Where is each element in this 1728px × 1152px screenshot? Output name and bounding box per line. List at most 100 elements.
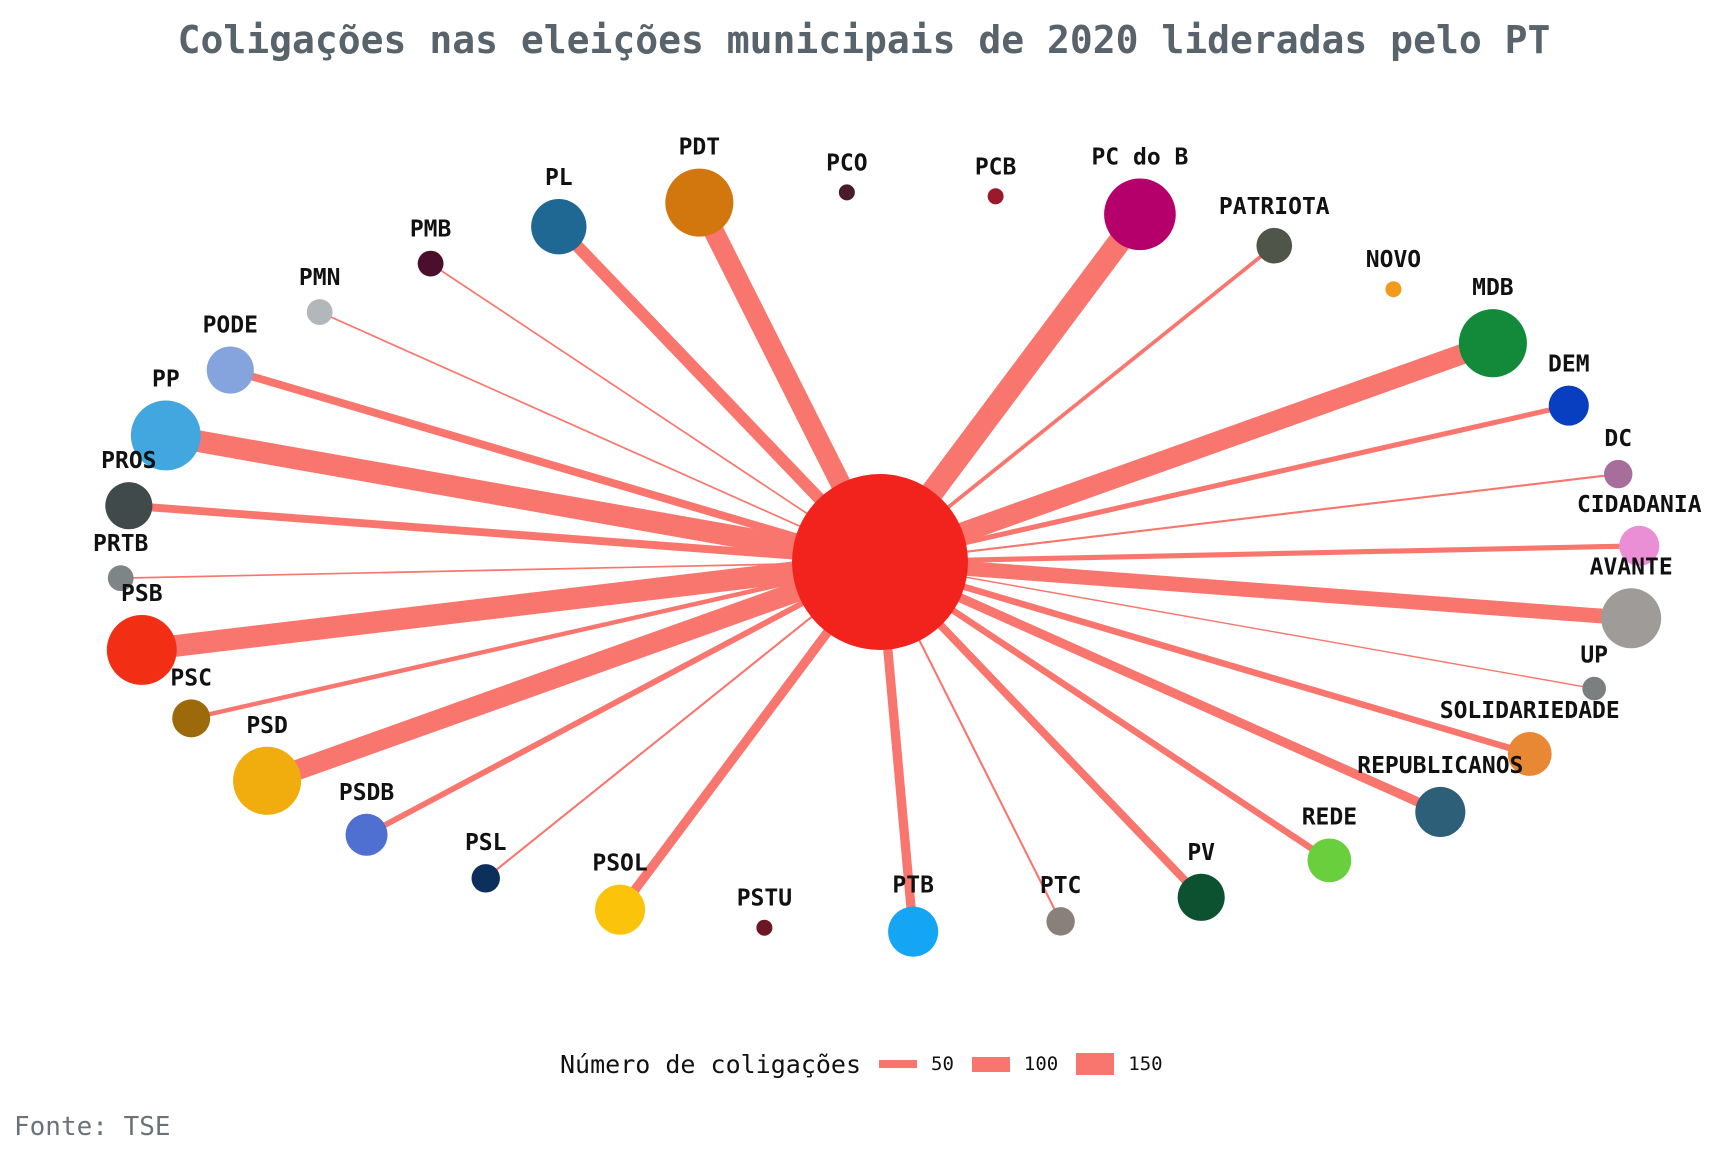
chart-title: Coligações nas eleições municipais de 20… xyxy=(177,18,1551,62)
edge-dc xyxy=(879,473,1619,564)
node-label-dem: DEM xyxy=(1548,352,1590,378)
edge-cidadania xyxy=(879,543,1640,565)
node-label-pmn: PMN xyxy=(299,265,341,291)
node-label-ptb: PTB xyxy=(892,873,934,899)
legend-label-50: 50 xyxy=(931,1053,954,1075)
node-label-psc: PSC xyxy=(170,665,212,691)
node-pc-do-b xyxy=(1104,178,1176,251)
legend-swatch-100 xyxy=(971,1056,1010,1072)
node-up xyxy=(1582,676,1606,701)
node-label-prtb: PRTB xyxy=(93,531,149,557)
node-label-pco: PCO xyxy=(826,150,868,176)
node-pcb xyxy=(987,188,1004,205)
node-label-rede: REDE xyxy=(1302,804,1357,830)
edge-mdb xyxy=(876,333,1497,572)
legend-item-50: 50 xyxy=(879,1053,954,1075)
legend-item-100: 100 xyxy=(971,1053,1059,1075)
edge-pros xyxy=(128,501,881,566)
node-label-psb: PSB xyxy=(121,581,163,607)
legend-label-100: 100 xyxy=(1023,1053,1059,1075)
node-dc xyxy=(1603,459,1633,489)
node-label-ptc: PTC xyxy=(1040,873,1082,899)
legend-title: Número de coligações xyxy=(560,1049,862,1079)
node-novo xyxy=(1385,281,1402,298)
node-psl xyxy=(471,864,500,893)
node-label-psol: PSOL xyxy=(592,851,647,877)
legend-swatch-150 xyxy=(1076,1053,1115,1075)
edge-psb xyxy=(140,551,882,661)
node-pros xyxy=(105,482,153,530)
node-label-pl: PL xyxy=(545,165,573,191)
edge-dem xyxy=(879,403,1570,565)
node-label-republicanos: REPUBLICANOS xyxy=(1357,753,1523,779)
node-label-pcb: PCB xyxy=(975,154,1017,180)
edge-psd xyxy=(263,552,884,791)
node-dem xyxy=(1548,385,1589,426)
node-pode xyxy=(206,346,254,394)
node-rede xyxy=(1307,838,1352,883)
node-psb xyxy=(106,614,177,685)
node-label-psd: PSD xyxy=(246,713,288,739)
node-ptc xyxy=(1046,907,1075,936)
node-label-cidadania: CIDADANIA xyxy=(1577,492,1702,518)
node-republicanos xyxy=(1415,786,1466,838)
legend-item-150: 150 xyxy=(1076,1053,1163,1075)
edge-rede xyxy=(878,559,1332,864)
node-label-avante: AVANTE xyxy=(1590,554,1673,580)
node-label-dc: DC xyxy=(1604,426,1632,452)
edge-avante xyxy=(879,554,1632,626)
node-label-pv: PV xyxy=(1187,840,1215,866)
edge-up xyxy=(879,561,1595,690)
node-label-pmb: PMB xyxy=(410,217,452,243)
node-pv xyxy=(1177,873,1225,921)
node-prtb xyxy=(107,565,134,592)
node-psdb xyxy=(345,813,388,856)
node-mdb xyxy=(1458,309,1527,378)
node-label-patriota: PATRIOTA xyxy=(1219,194,1330,220)
edge-pode xyxy=(229,366,882,566)
node-pstu xyxy=(756,919,773,936)
node-label-pros: PROS xyxy=(101,448,156,474)
node-cidadania xyxy=(1619,525,1660,566)
node-label-novo: NOVO xyxy=(1366,247,1421,273)
node-label-mdb: MDB xyxy=(1472,275,1514,301)
node-pmb xyxy=(417,250,444,277)
node-avante xyxy=(1601,588,1662,649)
center-layer xyxy=(792,474,968,650)
labels-layer: PP PODE PMN PMB PL PDT PCO PCB PC do B PATRIOTA NO… xyxy=(93,135,1702,912)
edge-solidariedade xyxy=(879,558,1531,758)
edges-layer xyxy=(120,198,1640,933)
node-pp xyxy=(130,400,201,471)
node-patriota xyxy=(1256,227,1293,264)
node-label-psl: PSL xyxy=(465,830,507,856)
edge-republicanos xyxy=(878,557,1443,817)
edge-psc xyxy=(190,559,881,721)
node-psd xyxy=(233,746,302,815)
node-solidariedade xyxy=(1507,732,1552,776)
legend-label-150: 150 xyxy=(1128,1053,1163,1075)
node-pmn xyxy=(306,299,333,325)
source-note: Fonte: TSE xyxy=(14,1112,171,1142)
node-label-solidariedade: SOLIDARIEDADE xyxy=(1440,698,1620,724)
node-label-pdt: PDT xyxy=(679,135,721,161)
edge-pp xyxy=(163,424,882,573)
node-label-pode: PODE xyxy=(203,312,258,338)
node-label-up: UP xyxy=(1580,643,1608,669)
legend-swatch-50 xyxy=(879,1060,918,1068)
node-psc xyxy=(172,699,211,738)
node-pdt xyxy=(665,168,734,237)
node-label-pc-do-b: PC do B xyxy=(1091,144,1188,170)
center-node-pt xyxy=(792,474,968,650)
edge-psdb xyxy=(365,559,882,838)
node-label-pstu: PSTU xyxy=(737,886,792,912)
legend: Número de coligações 50 100 150 xyxy=(560,1046,1181,1082)
node-psol xyxy=(595,884,646,935)
edge-prtb xyxy=(120,561,881,579)
edge-pmb xyxy=(430,262,881,563)
node-label-psdb: PSDB xyxy=(339,780,395,806)
node-label-pp: PP xyxy=(152,367,180,393)
edge-pmn xyxy=(319,311,881,563)
node-ptb xyxy=(888,906,939,957)
node-pl xyxy=(531,198,587,255)
